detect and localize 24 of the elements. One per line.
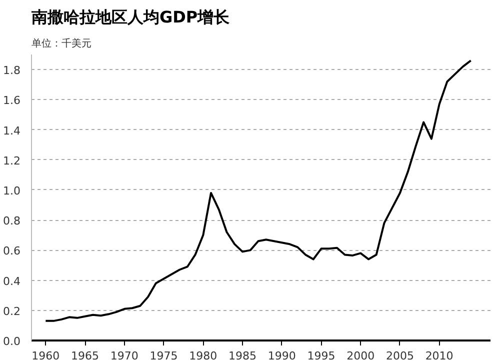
y-tick-label: 0.2 — [3, 304, 21, 318]
line-series — [44, 60, 472, 322]
x-tick-label: 1980 — [189, 350, 218, 362]
x-tick-label: 1975 — [150, 350, 178, 362]
x-tick-label: 2005 — [386, 350, 414, 362]
x-tick-label: 1960 — [32, 350, 60, 362]
chart-title: 南撒哈拉地区人均GDP增长 — [30, 8, 231, 26]
x-tick-label: 1965 — [71, 350, 100, 362]
x-tick-label: 1995 — [307, 350, 336, 362]
y-tick-label: 1.8 — [3, 64, 21, 78]
y-tick-label: 1.0 — [3, 184, 21, 198]
x-tick-label: 2000 — [346, 350, 375, 362]
x-tick-label: 1985 — [228, 350, 256, 362]
y-tick-label: 1.4 — [3, 124, 21, 138]
chart-subtitle: 单位：千美元 — [32, 38, 92, 50]
y-tick-label: 0.8 — [3, 214, 21, 228]
y-tick-label: 0.0 — [3, 335, 21, 348]
y-tick-label: 1.6 — [3, 94, 21, 108]
y-tick-label: 0.4 — [3, 274, 21, 288]
x-tick-label: 1990 — [268, 350, 296, 362]
y-tick-label: 1.2 — [3, 154, 21, 168]
x-tick-label: 1970 — [110, 350, 138, 362]
x-tick-label: 2010 — [425, 350, 454, 362]
y-tick-label: 0.6 — [3, 244, 21, 258]
